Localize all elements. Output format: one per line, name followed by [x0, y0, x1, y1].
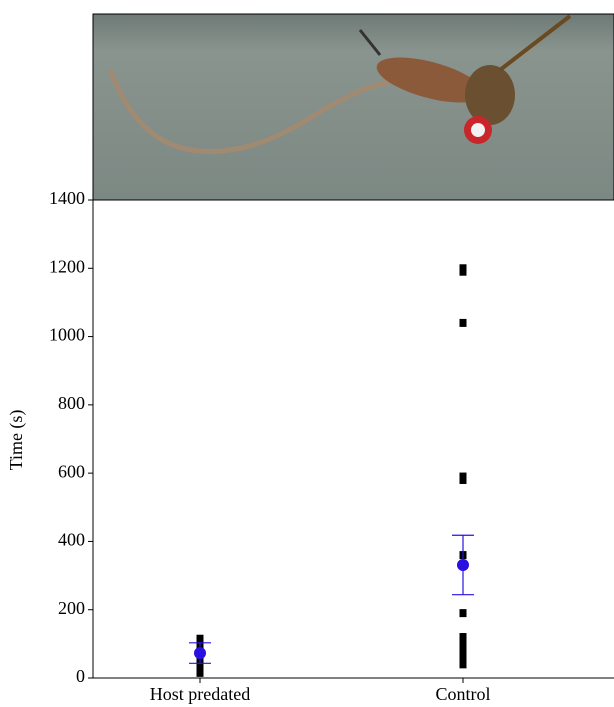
y-axis-label: Time (s) — [6, 410, 27, 471]
data-point — [459, 267, 467, 276]
data-point — [459, 639, 467, 648]
y-tick-label: 1400 — [49, 188, 85, 208]
y-tick-label: 1000 — [49, 325, 85, 345]
y-tick-label: 800 — [58, 393, 85, 413]
data-point — [459, 475, 467, 484]
photo — [92, 13, 614, 201]
mean-point — [194, 647, 206, 660]
x-tick-label: Control — [435, 684, 490, 704]
data-point — [196, 663, 204, 672]
y-tick-label: 1200 — [49, 256, 85, 276]
data-point — [459, 609, 467, 618]
x-tick-label: Host predated — [150, 684, 250, 704]
y-tick-label: 200 — [58, 598, 85, 618]
data-point — [459, 660, 467, 669]
data-point — [459, 318, 467, 327]
data-point — [459, 646, 467, 655]
y-tick-label: 600 — [58, 461, 85, 481]
data-point — [196, 668, 204, 677]
y-tick-label: 400 — [58, 530, 85, 550]
mean-point — [457, 558, 469, 571]
data-point — [459, 633, 467, 642]
y-tick-label: 0 — [76, 666, 85, 686]
data-point — [196, 634, 204, 643]
